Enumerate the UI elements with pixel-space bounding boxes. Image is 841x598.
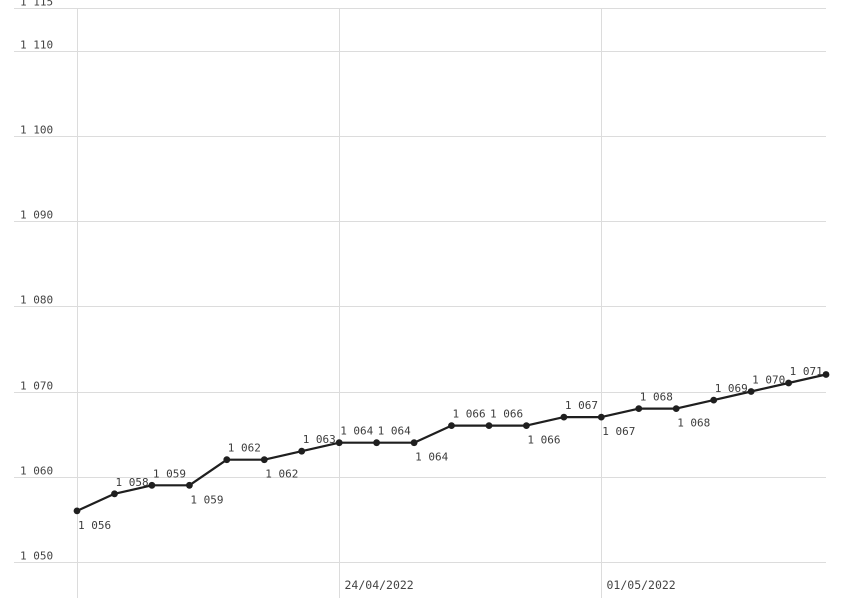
y-axis-ticks: 1 050 1 060 1 070 1 080 1 090 1 100 1 110 1 115 — [20, 0, 53, 563]
data-point — [747, 388, 755, 395]
x-axis-ticks: 24/04/202201/05/202208... — [345, 578, 676, 592]
data-point — [822, 371, 830, 378]
data-label: 1 064 — [378, 425, 411, 438]
x-tick-label: 01/05/2022 — [607, 578, 676, 592]
data-label: 1 064 — [340, 425, 373, 438]
data-point — [485, 422, 493, 429]
data-label: 1 058 — [116, 476, 149, 489]
data-point — [111, 490, 118, 498]
series-line — [76, 373, 827, 512]
data-label: 1 070 — [752, 374, 785, 387]
y-tick-label: 1 090 — [20, 209, 53, 222]
data-label: 1 068 — [640, 391, 673, 404]
y-tick-label: 1 050 — [20, 550, 53, 563]
data-label: 1 059 — [153, 467, 186, 480]
data-point — [672, 405, 680, 412]
data-point — [373, 439, 380, 447]
data-label: 1 056 — [78, 519, 111, 532]
y-tick-label: 1 080 — [20, 294, 53, 307]
data-labels: 1 056 1 058 1 059 1 059 1 062 1 062 1 063 1 064… — [78, 365, 823, 532]
data-point — [73, 507, 81, 515]
data-label: 1 066 — [453, 408, 486, 421]
data-label: 1 067 — [565, 399, 598, 412]
y-tick-label: 1 110 — [20, 39, 53, 52]
y-tick-label: 1 070 — [20, 380, 53, 393]
data-point — [560, 413, 568, 421]
x-tick-label: 24/04/2022 — [345, 578, 414, 592]
data-label: 1 062 — [265, 468, 298, 481]
y-tick-label: 1 100 — [20, 124, 53, 137]
data-label: 1 064 — [415, 451, 448, 464]
y-tick-label: 1 115 — [20, 0, 53, 9]
grid-lines — [14, 8, 826, 598]
data-label: 1 059 — [190, 493, 223, 506]
data-point — [710, 396, 718, 404]
data-point — [260, 456, 268, 464]
data-point — [785, 379, 792, 387]
data-label: 1 066 — [527, 434, 560, 447]
data-point — [523, 422, 530, 429]
data-label: 1 063 — [303, 433, 336, 446]
data-points — [73, 371, 830, 515]
data-point — [186, 481, 193, 489]
series-polyline — [76, 373, 827, 512]
data-label: 1 066 — [490, 408, 523, 421]
data-point — [148, 481, 156, 489]
data-point — [410, 439, 418, 447]
data-point — [448, 422, 455, 429]
data-point — [635, 405, 643, 412]
data-label: 1 062 — [228, 442, 261, 455]
data-label: 1 068 — [677, 417, 710, 430]
data-point — [597, 413, 605, 421]
data-point — [298, 447, 306, 455]
data-label: 1 067 — [602, 425, 635, 438]
data-point — [335, 439, 343, 447]
data-label: 1 071 — [790, 365, 823, 378]
y-tick-label: 1 060 — [20, 465, 53, 478]
data-label: 1 069 — [715, 382, 748, 395]
data-point — [223, 456, 231, 464]
